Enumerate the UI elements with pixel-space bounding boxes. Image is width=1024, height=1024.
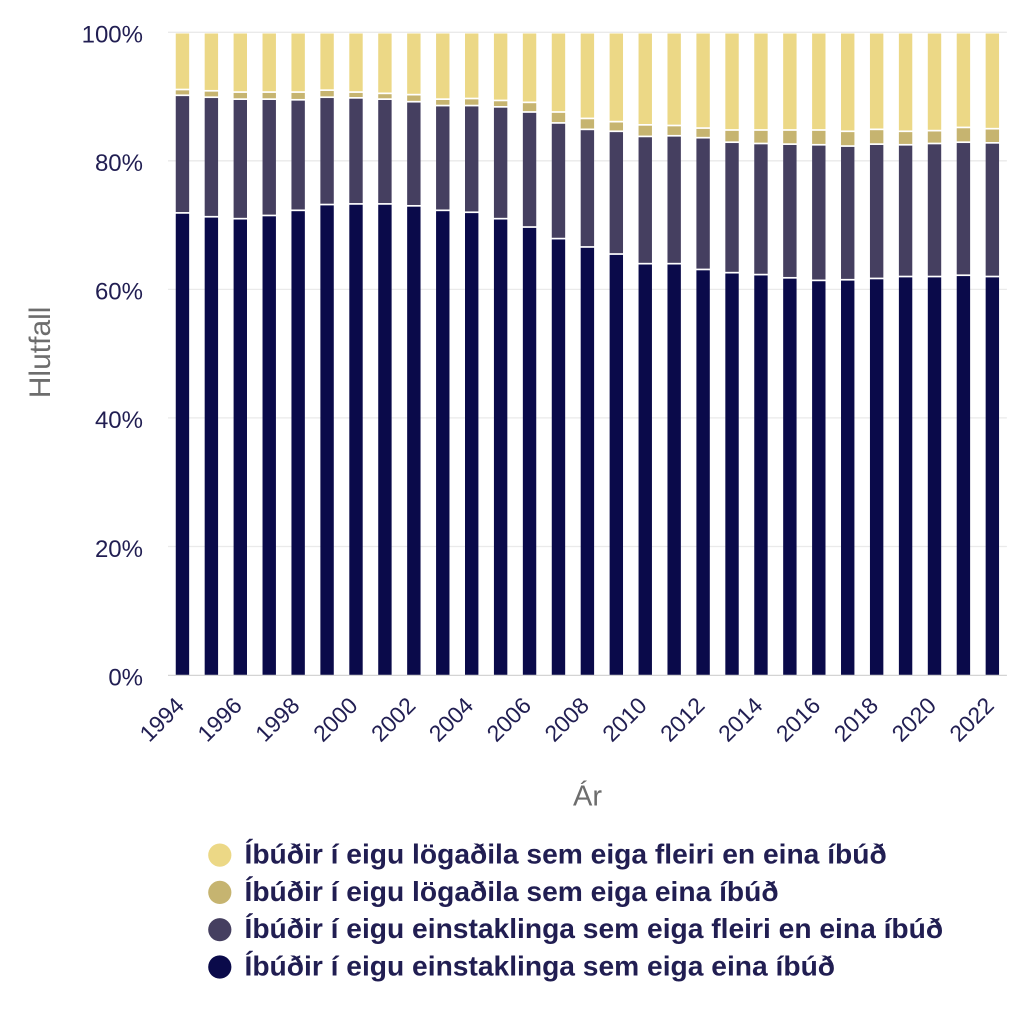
svg-text:Íbúðir í eigu einstaklinga sem: Íbúðir í eigu einstaklinga sem eiga eina… xyxy=(245,949,836,981)
svg-text:100%: 100% xyxy=(82,22,143,49)
svg-text:20%: 20% xyxy=(95,536,143,563)
svg-text:80%: 80% xyxy=(95,150,143,177)
svg-text:0%: 0% xyxy=(108,664,143,691)
svg-text:Íbúðir í eigu lögaðila sem eig: Íbúðir í eigu lögaðila sem eiga eina íbú… xyxy=(245,875,779,907)
svg-text:40%: 40% xyxy=(95,407,143,434)
svg-text:Hlutfall: Hlutfall xyxy=(24,307,57,399)
svg-text:60%: 60% xyxy=(95,279,143,306)
svg-text:Íbúðir í eigu lögaðila sem eig: Íbúðir í eigu lögaðila sem eiga fleiri e… xyxy=(245,838,887,870)
svg-text:Ár: Ár xyxy=(573,780,602,813)
svg-text:Íbúðir í eigu einstaklinga sem: Íbúðir í eigu einstaklinga sem eiga flei… xyxy=(245,912,944,944)
